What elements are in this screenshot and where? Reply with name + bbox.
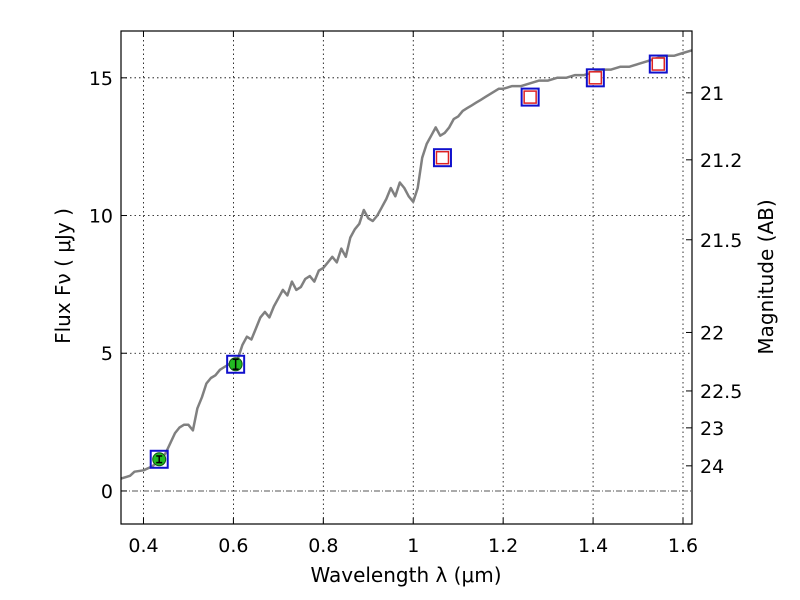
x-tick-label: 0.6 [218, 535, 248, 557]
y-tick-label: 10 [89, 206, 113, 228]
photometry-square [226, 354, 246, 374]
x-tick-label: 1 [407, 535, 419, 557]
model-flux-square [435, 150, 450, 165]
photometry-square [648, 54, 668, 74]
grid-lines [121, 31, 692, 524]
x-axis-label: Wavelength λ (μm) [310, 563, 501, 587]
plot-frame [120, 30, 693, 525]
right-tick-label: 21 [700, 83, 724, 105]
model-flux-square [588, 71, 603, 85]
x-tick-labels: 0.4 0.6 0.8 1 1.2 1.4 1.6 [128, 535, 698, 557]
right-tick-label: 21.5 [700, 230, 742, 252]
detection-markers [152, 357, 243, 467]
y-tick-label: 15 [89, 68, 113, 90]
x-tick-label: 1.2 [488, 535, 518, 557]
model-sed-line [120, 49, 693, 480]
x-tick-label: 1.4 [578, 535, 608, 557]
right-tick-label: 24 [700, 456, 724, 478]
photometry-markers [149, 54, 668, 469]
photometry-square [520, 87, 540, 107]
right-tick-label: 23 [700, 418, 724, 440]
x-tick-label: 1.6 [668, 535, 698, 557]
right-tick-label: 22 [700, 322, 724, 344]
axis-ticks [121, 31, 692, 524]
right-tick-label: 21.2 [700, 150, 742, 172]
model-flux-markers [435, 57, 666, 165]
model-flux-square [523, 90, 537, 104]
y-tick-label: 5 [101, 343, 113, 365]
x-tick-label: 0.4 [128, 535, 158, 557]
y-tick-labels: 0 5 10 15 [89, 68, 113, 503]
model-flux-square [651, 57, 666, 71]
right-tick-label: 22.5 [700, 381, 742, 403]
photometry-square [432, 148, 452, 168]
x-tick-label: 0.8 [308, 535, 338, 557]
photometry-square [149, 449, 169, 469]
y-tick-label: 0 [101, 481, 113, 503]
right-axis-label: Magnitude (AB) [754, 199, 778, 354]
photometry-square [585, 68, 605, 88]
y-axis-label: Flux Fν ( μJy ) [51, 208, 75, 344]
right-tick-labels: 21 21.2 21.5 22 22.5 23 24 [700, 83, 742, 478]
